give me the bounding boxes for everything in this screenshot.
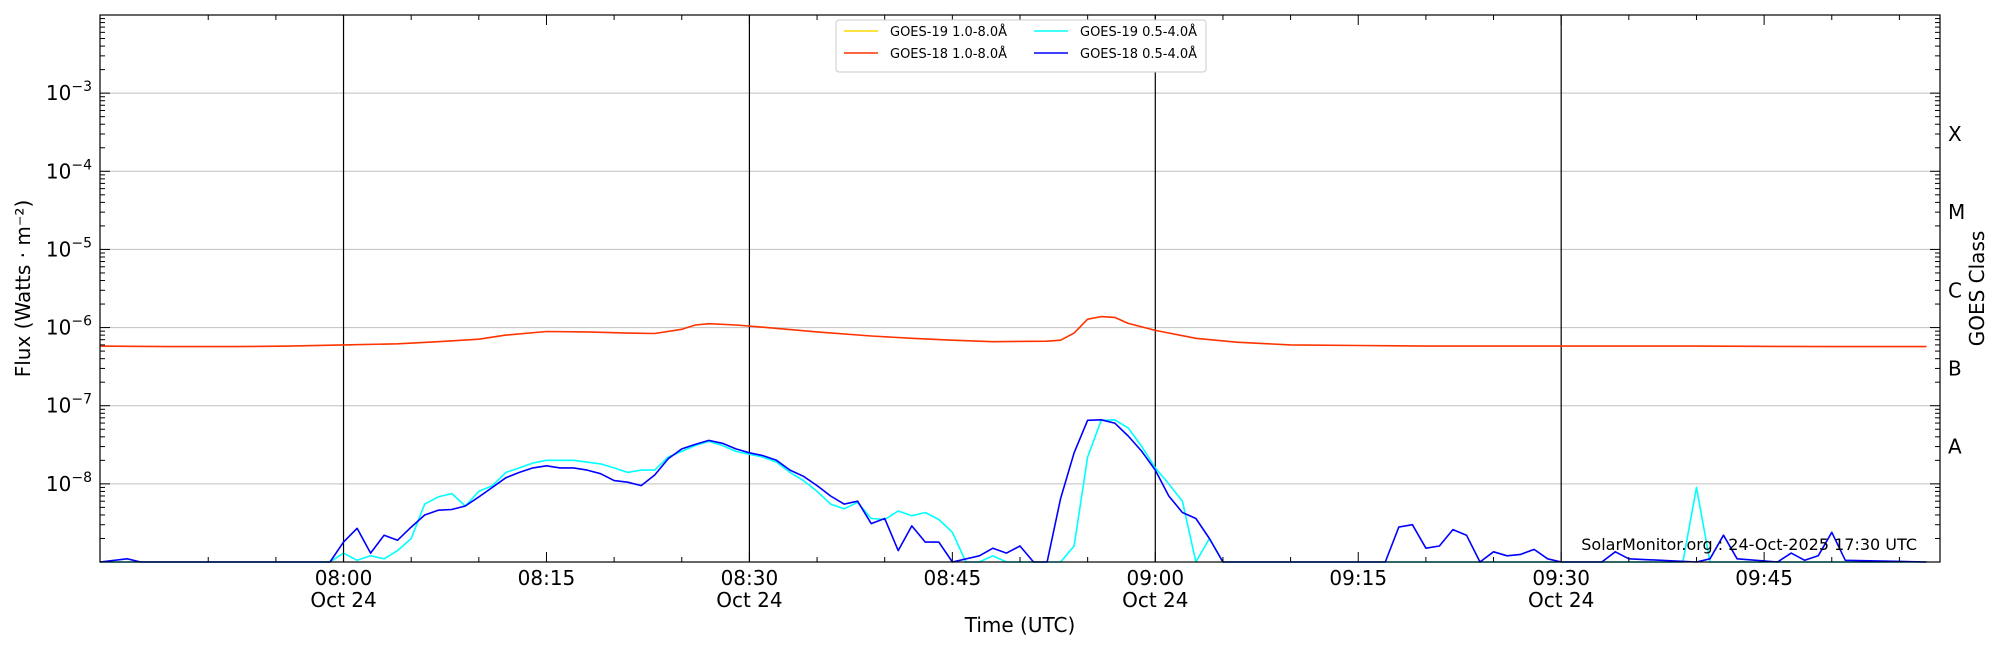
x-tick-date-label: Oct 24 xyxy=(1528,588,1594,612)
goes-class-label: M xyxy=(1948,200,1965,224)
x-tick-label: 08:45 xyxy=(924,566,982,590)
y-tick-label: 10−4 xyxy=(46,157,92,183)
y-tick-label: 10−3 xyxy=(46,79,92,105)
goes-class-label: C xyxy=(1948,278,1962,302)
legend: GOES-19 1.0-8.0Å GOES-18 1.0-8.0Å GOES-19 … xyxy=(835,19,1207,73)
y-tick-label: 10−6 xyxy=(46,314,92,340)
credit-text: SolarMonitor.org : 24-Oct-2025 17:30 UTC xyxy=(1581,535,1917,554)
x-tick-label: 09:45 xyxy=(1735,566,1793,590)
goes-class-label: X xyxy=(1948,122,1962,146)
legend-label: GOES-19 1.0-8.0Å xyxy=(890,24,1007,40)
legend-box xyxy=(835,19,1207,73)
y-axis-title: Flux (Watts · m⁻²) xyxy=(11,200,35,378)
series-line xyxy=(100,419,1927,563)
goes-class-labels: X M C B A xyxy=(1948,122,1965,459)
legend-label: GOES-18 1.0-8.0Å xyxy=(890,46,1007,62)
series-group xyxy=(99,315,1927,563)
goes-class-label: A xyxy=(1948,435,1962,459)
x-tick-date-label: Oct 24 xyxy=(310,588,376,612)
series-line xyxy=(99,315,1927,348)
x-tick-date-label: Oct 24 xyxy=(716,588,782,612)
x-tick-label: 09:30 xyxy=(1532,566,1590,590)
plot-frame xyxy=(99,14,1941,563)
axis-ticks xyxy=(100,15,1940,563)
x-tick-date-label: Oct 24 xyxy=(1122,588,1188,612)
grid xyxy=(100,92,1940,485)
y-axis-tick-labels: 10−3 10−4 10−5 10−6 10−7 10−8 xyxy=(46,79,92,496)
legend-label: GOES-18 0.5-4.0Å xyxy=(1080,46,1197,62)
x-axis-title: Time (UTC) xyxy=(964,613,1076,637)
y-tick-label: 10−5 xyxy=(46,235,92,261)
time-markers xyxy=(342,15,1562,562)
goes-class-label: B xyxy=(1948,356,1962,380)
x-tick-label: 08:15 xyxy=(518,566,576,590)
x-tick-label: 09:00 xyxy=(1126,566,1184,590)
x-tick-label: 09:15 xyxy=(1329,566,1387,590)
legend-label: GOES-19 0.5-4.0Å xyxy=(1080,24,1197,40)
x-tick-label: 08:30 xyxy=(721,566,779,590)
y-tick-label: 10−8 xyxy=(46,470,92,496)
y-tick-label: 10−7 xyxy=(46,392,92,418)
goes-class-axis-title: GOES Class xyxy=(1965,231,1989,347)
series-line xyxy=(99,419,1927,563)
x-tick-label: 08:00 xyxy=(315,566,373,590)
